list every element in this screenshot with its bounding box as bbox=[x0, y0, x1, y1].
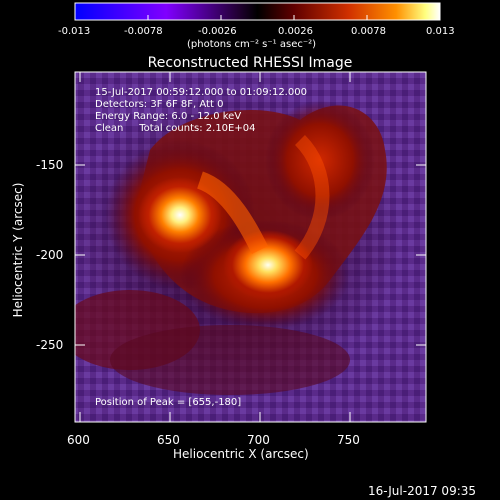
colorbar bbox=[74, 2, 441, 21]
time-range-label: 15-Jul-2017 00:59:12.000 to 01:09:12.000 bbox=[95, 87, 307, 98]
x-axis-ticks bbox=[79, 72, 351, 422]
x-tick-label: 700 bbox=[247, 433, 270, 447]
y-tick-label: -150 bbox=[36, 158, 64, 172]
y-axis-label: Heliocentric Y (arcsec) bbox=[11, 182, 25, 318]
x-axis-label: Heliocentric X (arcsec) bbox=[173, 447, 309, 461]
colorbar-tick-label: -0.0078 bbox=[124, 26, 163, 37]
rhessi-image bbox=[75, 72, 426, 422]
y-tick-label: -200 bbox=[36, 248, 64, 262]
plot-frame bbox=[74, 71, 427, 423]
x-tick-label: 750 bbox=[337, 433, 360, 447]
x-tick-label: 650 bbox=[157, 433, 180, 447]
colorbar-unit-label: (photons cm⁻² s⁻¹ asec⁻²) bbox=[187, 39, 317, 50]
colorbar-tick-label: -0.0026 bbox=[198, 26, 237, 37]
detectors-label: Detectors: 3F 6F 8F, Att 0 bbox=[95, 99, 224, 110]
y-axis-ticks bbox=[75, 164, 426, 346]
colorbar-tick-label: 0.013 bbox=[426, 26, 455, 37]
colorbar-tick-label: 0.0078 bbox=[351, 26, 386, 37]
y-tick-label: -250 bbox=[36, 338, 64, 352]
peak-position-label: Position of Peak = [655,-180] bbox=[95, 397, 242, 408]
plot-title: Reconstructed RHESSI Image bbox=[147, 55, 353, 71]
x-tick-label: 600 bbox=[67, 433, 90, 447]
colorbar-tick-label: 0.0026 bbox=[278, 26, 313, 37]
colorbar-tick-label: -0.013 bbox=[58, 26, 91, 37]
energy-range-label: Energy Range: 6.0 - 12.0 keV bbox=[95, 111, 242, 122]
timestamp: 16-Jul-2017 09:35 bbox=[368, 484, 477, 498]
colorbar-ticks bbox=[74, 15, 441, 20]
total-counts-label: Clean Total counts: 2.10E+04 bbox=[95, 123, 256, 134]
